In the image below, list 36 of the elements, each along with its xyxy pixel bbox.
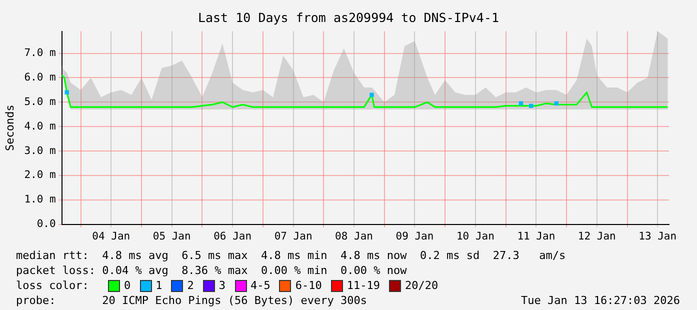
y-axis-title: Seconds bbox=[3, 104, 16, 152]
x-tick-label: 11 Jan bbox=[517, 230, 556, 242]
legend-label: 4-5 bbox=[250, 278, 270, 293]
y-tick-label: 7.0 m bbox=[24, 47, 56, 60]
chart-title: Last 10 Days from as209994 to DNS-IPv4-1 bbox=[196, 10, 500, 25]
y-tick-label: 4.0 m bbox=[24, 120, 56, 132]
y-tick-label: 3.0 m bbox=[24, 144, 56, 157]
x-tick-label: 08 Jan bbox=[335, 230, 373, 242]
point bbox=[528, 104, 534, 108]
point bbox=[370, 92, 374, 97]
x-tick-label: 05 Jan bbox=[152, 230, 191, 242]
y-tick-label: 6.0 m bbox=[24, 71, 56, 84]
y-tick-label: 1.0 m bbox=[24, 194, 56, 206]
x-tick-label: 09 Jan bbox=[396, 230, 434, 242]
y-tick-label: 2.0 m bbox=[24, 169, 56, 182]
legend-label: 0 bbox=[124, 278, 131, 293]
text: packet loss: 0.04 % avg 8.36 % max 0.00 % min 0.00 % now bbox=[16, 263, 408, 278]
legend-label: 1 bbox=[156, 278, 162, 293]
x-tick-label: 04 Jan bbox=[92, 230, 130, 242]
x-tick-label: 12 Jan bbox=[578, 230, 616, 242]
x-tick-label: 13 Jan bbox=[638, 230, 677, 242]
legend-label: 20/20 bbox=[405, 278, 438, 293]
legend-label: 6-10 bbox=[295, 278, 322, 293]
y-tick-label: 5.0 m bbox=[24, 96, 56, 108]
legend-label: 11-19 bbox=[346, 278, 380, 293]
y-tick-label: 0.0 bbox=[36, 218, 56, 230]
text: probe: 20 ICMP Echo Pings (56 Bytes) every 300s bbox=[16, 293, 367, 308]
text: Tue Jan 13 16:27:03 2026 bbox=[521, 293, 680, 308]
legend-label: 2 bbox=[187, 278, 194, 293]
x-tick-label: 10 Jan bbox=[456, 230, 494, 242]
x-tick-label: 06 Jan bbox=[214, 230, 252, 242]
x-tick-label: 07 Jan bbox=[274, 230, 312, 242]
legend-label: 3 bbox=[218, 278, 226, 293]
point bbox=[64, 90, 69, 95]
text: median rtt: 4.8 ms avg 6.5 ms max 4.8 ms min 4.8 ms now 0.2 ms sd 27.3 am/s bbox=[16, 248, 567, 263]
legend-title: loss color: bbox=[16, 278, 90, 293]
